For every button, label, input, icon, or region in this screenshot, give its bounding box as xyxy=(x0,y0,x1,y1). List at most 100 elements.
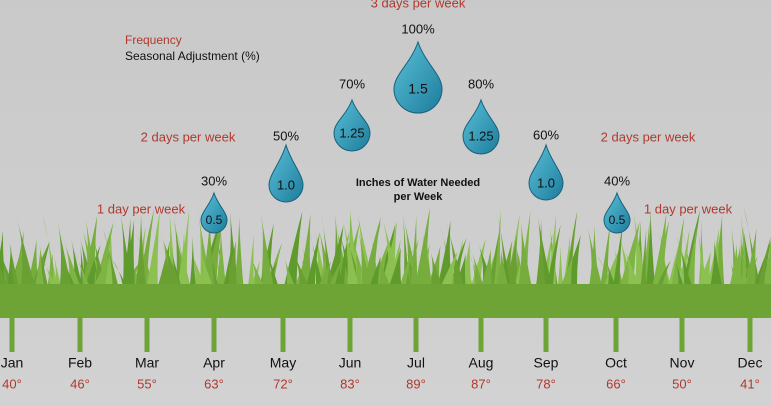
grass-blade xyxy=(326,258,343,292)
grass-blade xyxy=(651,213,667,292)
grass-blade xyxy=(103,229,120,292)
grass-blade xyxy=(601,246,621,292)
grass-blade xyxy=(678,228,690,292)
grass-blade xyxy=(145,210,160,292)
drop-adjustment: 40% xyxy=(604,173,630,188)
grass-blade xyxy=(222,250,231,292)
frequency-label: 3 days per week xyxy=(371,0,466,10)
grass-blade xyxy=(377,254,393,292)
drop-inches: 1.25 xyxy=(339,125,364,140)
grass-blade xyxy=(260,213,275,292)
month-name: Nov xyxy=(670,355,695,371)
month-temp: 55° xyxy=(137,376,157,391)
grass-blade xyxy=(676,236,694,292)
grass xyxy=(0,207,771,292)
month-tick xyxy=(478,316,484,352)
grass-blade xyxy=(497,213,512,292)
month-tick xyxy=(211,316,217,352)
grass-blade xyxy=(17,218,37,292)
grass-blade xyxy=(409,215,418,292)
grass-blade xyxy=(545,224,561,292)
grass-blade xyxy=(91,252,112,292)
grass-blade xyxy=(645,209,656,292)
grass-blade xyxy=(728,243,742,292)
grass-blade xyxy=(42,213,59,292)
ground xyxy=(0,284,771,318)
drop-inches: 0.5 xyxy=(206,213,223,227)
month-tick xyxy=(613,316,619,352)
grass-blade xyxy=(283,257,298,292)
drop-adjustment: 60% xyxy=(533,127,559,142)
frequency-label: 1 day per week xyxy=(97,201,186,216)
grass-blade xyxy=(666,239,681,292)
grass-blade xyxy=(740,218,757,292)
month-name: Jul xyxy=(407,355,425,371)
frequency-label: 1 day per week xyxy=(644,201,733,216)
water-drop xyxy=(333,98,371,152)
grass-blade xyxy=(198,209,207,292)
grass-blade xyxy=(469,254,482,292)
grass-blade xyxy=(639,228,647,292)
water-drop xyxy=(528,143,564,201)
grass-blade xyxy=(387,247,402,292)
grass-blade xyxy=(33,247,45,292)
grass-blade xyxy=(57,221,73,292)
grass-blade xyxy=(83,244,101,292)
grass-blade xyxy=(41,255,59,292)
water-drop xyxy=(200,191,228,234)
month-tick xyxy=(679,316,685,352)
month-tick xyxy=(413,316,419,352)
month-tick xyxy=(9,316,15,352)
grass-blade xyxy=(38,242,50,292)
grass-blade xyxy=(632,207,649,292)
grass-blade xyxy=(535,219,547,292)
month-temp: 50° xyxy=(672,376,692,391)
grass-blade xyxy=(588,225,600,292)
grass-blade xyxy=(757,236,771,292)
month-tick xyxy=(543,316,549,352)
drop-inches: 1.25 xyxy=(468,128,493,143)
grass-blade xyxy=(599,223,611,292)
grass-blade xyxy=(215,227,227,292)
month-name: Oct xyxy=(605,355,627,371)
grass-blade xyxy=(53,254,63,292)
grass-blade xyxy=(367,256,382,292)
grass-blade xyxy=(438,251,458,292)
grass-blade xyxy=(612,223,623,292)
grass-blade xyxy=(333,214,352,292)
month-temp: 83° xyxy=(340,376,360,391)
grass-blade xyxy=(557,256,574,292)
month-tick xyxy=(144,316,150,352)
legend-adjustment: Seasonal Adjustment (%) xyxy=(125,49,260,63)
grass-blade xyxy=(695,251,711,292)
frequency-label: 2 days per week xyxy=(141,129,236,144)
grass-blade xyxy=(469,238,486,292)
grass-blade xyxy=(670,216,685,292)
grass-blade xyxy=(618,221,640,292)
grass-blade xyxy=(350,232,370,292)
drop-inches: 1.0 xyxy=(537,175,555,190)
drop-adjustment: 100% xyxy=(401,21,435,36)
grass-blade xyxy=(305,232,320,292)
grass-blade xyxy=(247,233,255,292)
month-temp: 72° xyxy=(273,376,293,391)
grass-blade xyxy=(398,249,413,292)
month-temp: 63° xyxy=(204,376,224,391)
month-tick xyxy=(747,316,753,352)
grass-blade xyxy=(624,248,643,292)
grass-blade xyxy=(709,239,724,292)
water-drop xyxy=(268,143,304,203)
month-temp: 89° xyxy=(406,376,426,391)
grass-blade xyxy=(494,249,510,292)
center-label: Inches of Water Needed xyxy=(356,177,480,189)
grass-blade xyxy=(309,232,325,292)
month-tick xyxy=(347,316,353,352)
grass-blade xyxy=(320,211,334,292)
grass-blade xyxy=(6,243,14,292)
grass-blade xyxy=(173,220,192,292)
month-temp: 40° xyxy=(2,376,22,391)
month-tick xyxy=(77,316,83,352)
